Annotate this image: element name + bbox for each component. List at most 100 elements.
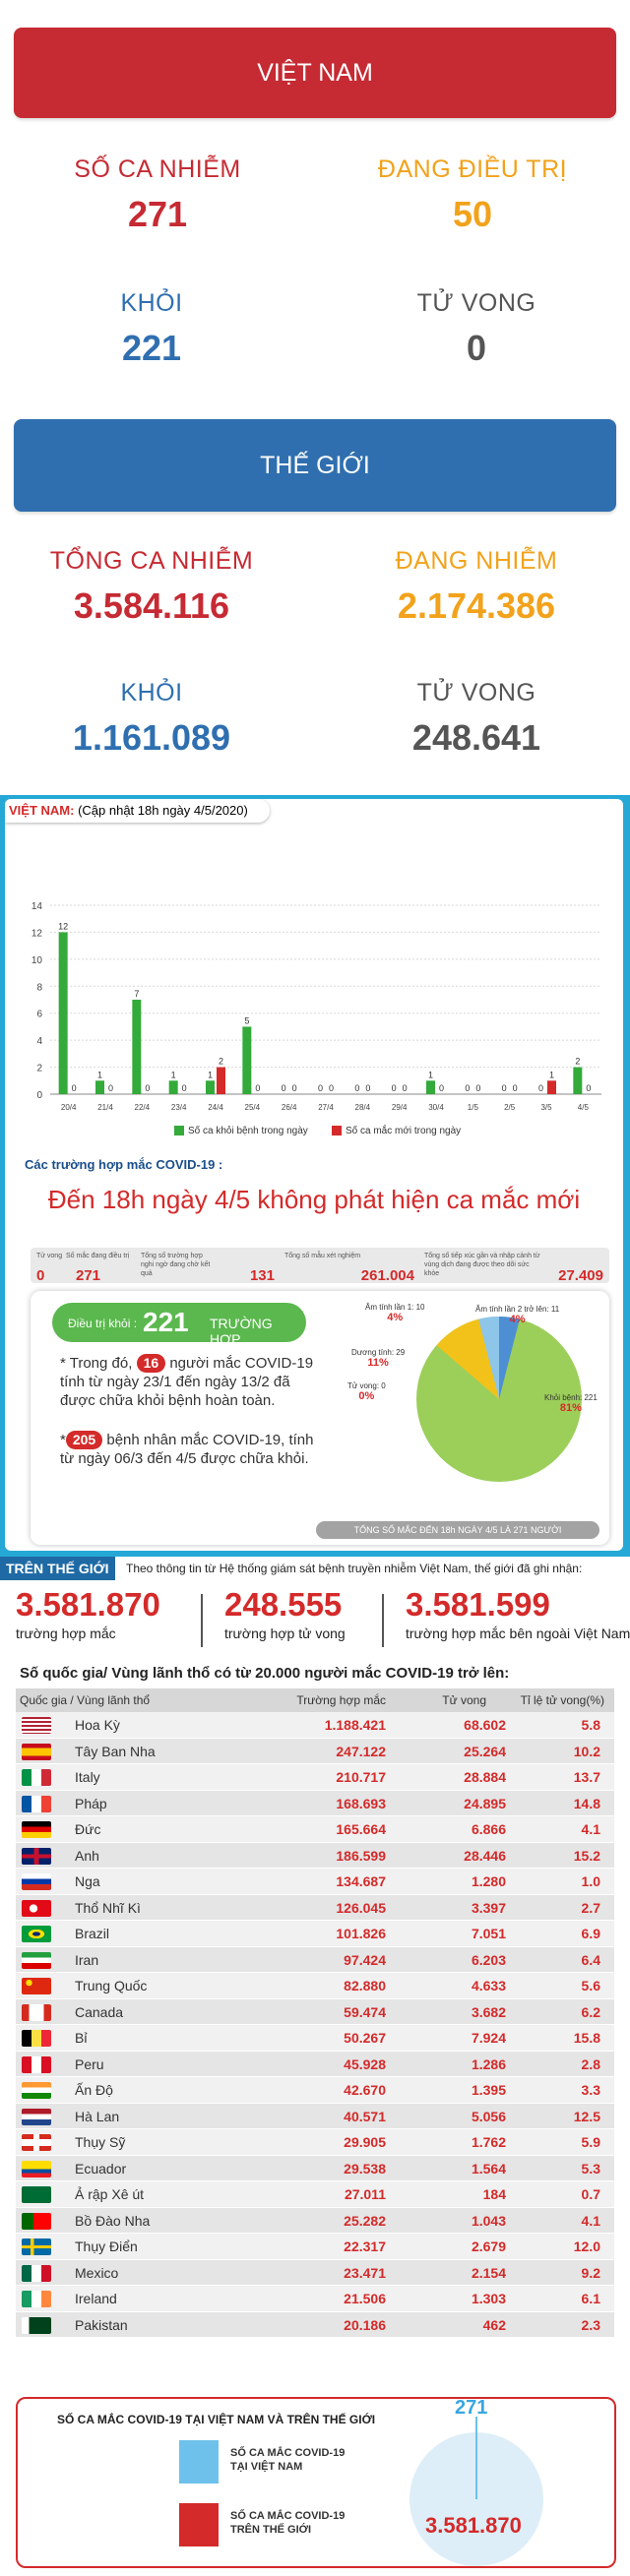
y-tick-label: 2 xyxy=(36,1064,42,1074)
kpi-tests: Tổng số mẫu xét nghiệm 261.004 xyxy=(284,1248,414,1283)
row-cases: 97.424 xyxy=(344,1951,386,1968)
row-country: Iran xyxy=(75,1951,99,1968)
header-deaths: Tử vong xyxy=(442,1693,486,1707)
vietnam-header[interactable]: VIỆT NAM xyxy=(14,28,616,118)
world-stat-deaths: 248.555 trường hợp tử vong xyxy=(224,1586,346,1641)
legend-label: Số ca mắc mới trong ngày xyxy=(346,1124,461,1136)
x-tick-label: 1/5 xyxy=(468,1103,479,1112)
row-rate: 6.2 xyxy=(581,2003,600,2020)
vn-infected-stat: SỐ CA NHIỄM 271 xyxy=(0,155,315,235)
vn-deaths-value: 0 xyxy=(466,328,487,368)
pie-label-negative-1-text: Âm tính lần 1: 10 xyxy=(365,1303,425,1312)
vn-recovered-value: 221 xyxy=(121,328,182,368)
table-row: Ireland 21.506 1.303 6.1 xyxy=(16,2286,614,2312)
bar-data-label: 0 xyxy=(502,1083,507,1093)
row-cases: 45.928 xyxy=(344,2055,386,2072)
comparison-value-vn: 271 xyxy=(455,2397,488,2419)
row-country: Hà Lan xyxy=(75,2108,120,2124)
bar-data-label: 0 xyxy=(354,1083,359,1093)
row-country: Thụy Điển xyxy=(75,2239,138,2254)
row-country: Thổ Nhĩ Kì xyxy=(75,1899,141,1916)
y-tick-label: 8 xyxy=(36,982,42,993)
table-row: Hà Lan 40.571 5.056 12.5 xyxy=(16,2103,614,2129)
world-stat-outside-vn-label: trường hợp mắc bên ngoài Việt Nam xyxy=(406,1625,630,1641)
kpi-tests-value: 261.004 xyxy=(360,1267,414,1284)
row-deaths: 1.043 xyxy=(471,2212,506,2229)
row-deaths: 6.203 xyxy=(471,1951,506,1968)
table-row: Tây Ban Nha 247.122 25.264 10.2 xyxy=(16,1738,614,1764)
pie-label-deaths: Tử vong: 0 0% xyxy=(347,1381,386,1402)
row-cases: 22.317 xyxy=(344,2239,386,2254)
bar-data-label: 1 xyxy=(208,1070,213,1079)
legend-world-line1: SỐ CA MẮC COVID-19 xyxy=(230,2510,346,2522)
flag-in-icon xyxy=(22,2082,51,2099)
legend-vietnam: SỐ CA MẮC COVID-19 TẠI VIỆT NAM xyxy=(230,2446,345,2474)
vn-update-tag: VIỆT NAM: (Cập nhật 18h ngày 4/5/2020) xyxy=(5,799,270,823)
comparison-circle xyxy=(410,2417,543,2566)
world-stat-cases-value: 3.581.870 xyxy=(16,1586,160,1623)
vn-tag-update: (Cập nhật 18h ngày 4/5/2020) xyxy=(78,803,248,818)
x-tick-label: 25/4 xyxy=(245,1103,261,1112)
bar-data-label: 5 xyxy=(244,1015,249,1025)
row-deaths: 6.866 xyxy=(471,1821,506,1837)
recovered-pill-value: 221 xyxy=(143,1307,189,1337)
country-table-header: Quốc gia / Vùng lãnh thổ Trường hợp mắc … xyxy=(16,1688,614,1712)
row-deaths: 1.286 xyxy=(471,2055,506,2072)
row-rate: 1.0 xyxy=(581,1873,600,1889)
world-total-value: 3.584.116 xyxy=(73,585,230,626)
kpi-suspected-label: Tổng số trường hợp nghi ngờ đang chờ kết… xyxy=(141,1253,211,1277)
y-tick-label: 12 xyxy=(32,928,43,939)
bar-data-label: 0 xyxy=(182,1083,187,1093)
table-row: Iran 97.424 6.203 6.4 xyxy=(16,1946,614,1973)
table-row: Peru 45.928 1.286 2.8 xyxy=(16,2051,614,2077)
pie-label-positive: Dương tính: 29 11% xyxy=(351,1348,405,1369)
flag-ch-icon xyxy=(22,2134,51,2151)
world-stat-cases-label: trường hợp mắc xyxy=(16,1625,116,1641)
x-tick-label: 30/4 xyxy=(428,1103,444,1112)
world-deaths-value: 248.641 xyxy=(411,717,541,758)
row-deaths: 25.264 xyxy=(464,1743,506,1759)
row-cases: 42.670 xyxy=(344,2082,386,2098)
flag-it-icon xyxy=(22,1769,51,1786)
row-deaths: 1.280 xyxy=(471,1873,506,1889)
row-rate: 6.9 xyxy=(581,1926,600,1941)
flag-sa-icon xyxy=(22,2186,51,2203)
world-active-value: 2.174.386 xyxy=(397,585,556,626)
world-header[interactable]: THẾ GIỚI xyxy=(14,419,616,512)
recovery-note-1: * Trong đó, 16 người mắc COVID-19 tính t… xyxy=(60,1354,316,1410)
row-cases: 210.717 xyxy=(336,1769,386,1785)
row-rate: 5.8 xyxy=(581,1717,600,1733)
note2-text: bệnh nhân mắc COVID-19, tính từ ngày 06/… xyxy=(60,1432,314,1467)
row-rate: 4.1 xyxy=(581,2212,600,2229)
pie-slice-positive xyxy=(436,1319,499,1399)
recovered-pill-label: Điều trị khỏi : xyxy=(68,1317,138,1330)
vn-infected-value: 271 xyxy=(127,194,188,234)
row-rate: 6.1 xyxy=(581,2291,600,2306)
recovered-pill: Điều trị khỏi : 221 TRƯỜNG HỢP xyxy=(52,1303,306,1347)
row-cases: 23.471 xyxy=(344,2264,386,2281)
table-row: Anh 186.599 28.446 15.2 xyxy=(16,1842,614,1869)
flag-es-icon xyxy=(22,1743,51,1760)
vn-deaths-stat: TỬ VONG 0 xyxy=(319,289,630,369)
row-rate: 10.2 xyxy=(573,1743,600,1759)
pie-slice-negative-2 xyxy=(499,1316,520,1399)
row-rate: 2.3 xyxy=(581,2316,600,2333)
bar-data-label: 0 xyxy=(318,1083,323,1093)
pie-label-positive-pct: 11% xyxy=(367,1357,389,1369)
bar-data-label: 0 xyxy=(538,1083,543,1093)
kpi-contacts: Tổng số tiếp xúc gần và nhập cảnh từ vùn… xyxy=(424,1248,603,1283)
table-row: Đức 165.664 6.866 4.1 xyxy=(16,1816,614,1843)
flag-nl-icon xyxy=(22,2108,51,2125)
row-country: Peru xyxy=(75,2055,104,2072)
row-cases: 27.011 xyxy=(344,2186,386,2202)
x-tick-label: 21/4 xyxy=(97,1103,113,1112)
row-cases: 1.188.421 xyxy=(324,1717,386,1733)
kpi-deaths: Tử vong 0 xyxy=(36,1248,64,1283)
row-country: Đức xyxy=(75,1821,101,1837)
kpi-treating: Số mắc đang điều trị 271 xyxy=(66,1248,135,1283)
bar-data-label: 0 xyxy=(513,1083,518,1093)
vn-recovered-stat: KHỎI 221 xyxy=(0,289,309,369)
row-deaths: 1.762 xyxy=(471,2134,506,2150)
table-row: Canada 59.474 3.682 6.2 xyxy=(16,1998,614,2025)
row-country: Nga xyxy=(75,1873,100,1889)
